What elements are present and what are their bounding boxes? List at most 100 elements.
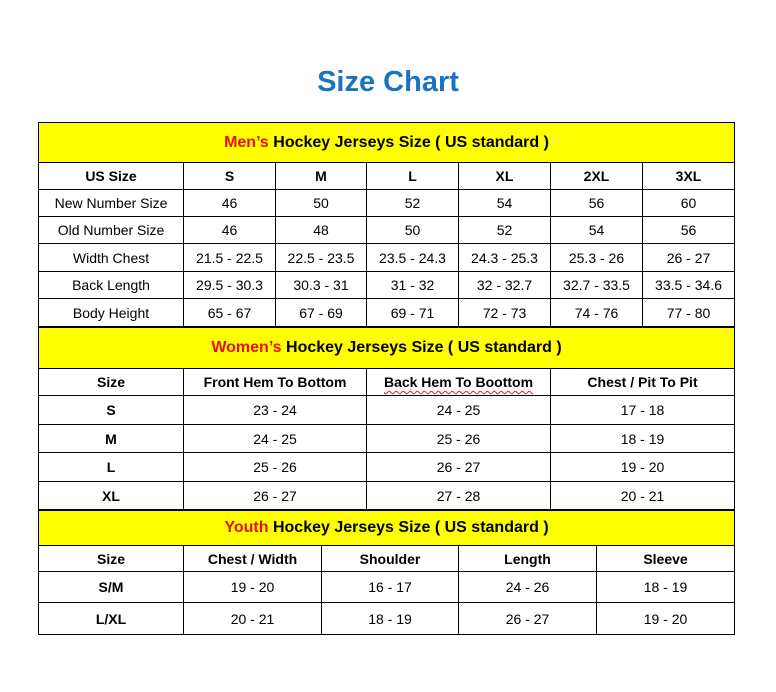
- column-header: Chest / Pit To Pit: [549, 368, 736, 396]
- table-cell: 74 - 76: [550, 298, 643, 327]
- table-cell: 48: [275, 216, 367, 244]
- womens-table: Women’s Hockey Jerseys Size ( US standar…: [37, 327, 736, 510]
- womens-heading-text: Hockey Jerseys Size ( US standard ): [281, 339, 562, 356]
- table-cell: 17 - 18: [549, 395, 736, 425]
- table-cell: 18 - 19: [549, 424, 736, 453]
- column-header: Chest / Width: [183, 545, 322, 572]
- table-cell: 19 - 20: [183, 571, 322, 603]
- table-row: XL 26 - 27 27 - 28 20 - 21: [38, 481, 736, 510]
- table-cell: 56: [641, 216, 736, 244]
- table-cell: 50: [275, 189, 367, 217]
- table-cell: 56: [550, 189, 643, 217]
- table-cell: 23 - 24: [183, 395, 367, 425]
- table-cell: 52: [458, 216, 551, 244]
- table-cell: 46: [183, 189, 276, 217]
- table-cell: 69 - 71: [366, 298, 459, 327]
- column-header-text: Back Hem To Boottom: [383, 374, 534, 390]
- table-cell: 23.5 - 24.3: [366, 243, 459, 272]
- column-header: Front Hem To Bottom: [183, 368, 367, 396]
- column-header: S: [183, 162, 276, 190]
- table-cell: 24 - 25: [366, 395, 551, 425]
- table-cell: 26 - 27: [183, 481, 367, 510]
- row-label: Body Height: [38, 298, 184, 327]
- row-label: L: [38, 452, 184, 482]
- table-cell: 32 - 32.7: [458, 271, 551, 299]
- youth-section-heading: Youth Hockey Jerseys Size ( US standard …: [37, 510, 736, 546]
- table-cell: 31 - 32: [366, 271, 459, 299]
- column-header: 2XL: [550, 162, 643, 190]
- youth-heading-text: Hockey Jerseys Size ( US standard ): [268, 519, 549, 536]
- table-cell: 24 - 26: [458, 571, 597, 603]
- table-cell: 30.3 - 31: [275, 271, 367, 299]
- table-row: M 24 - 25 25 - 26 18 - 19: [38, 424, 736, 453]
- youth-heading-highlight: Youth: [224, 519, 269, 536]
- row-label: Width Chest: [38, 243, 184, 272]
- mens-section-heading: Men’s Hockey Jerseys Size ( US standard …: [37, 122, 736, 163]
- table-cell: 32.7 - 33.5: [550, 271, 643, 299]
- table-row: New Number Size 46 50 52 54 56 60: [38, 189, 736, 217]
- column-header: Shoulder: [321, 545, 459, 572]
- row-label: New Number Size: [38, 189, 184, 217]
- mens-heading-highlight: Men’s: [224, 133, 269, 151]
- table-cell: 24.3 - 25.3: [458, 243, 551, 272]
- table-cell: 19 - 20: [549, 452, 736, 482]
- size-chart: Men’s Hockey Jerseys Size ( US standard …: [37, 122, 736, 635]
- table-row: L/XL 20 - 21 18 - 19 26 - 27 19 - 20: [38, 602, 736, 635]
- table-cell: 46: [183, 216, 276, 244]
- table-cell: 54: [458, 189, 551, 217]
- column-header: Back Hem To Boottom: [366, 368, 551, 396]
- table-row: Body Height 65 - 67 67 - 69 69 - 71 72 - 73 7…: [38, 298, 736, 327]
- table-cell: 67 - 69: [275, 298, 367, 327]
- row-label: S/M: [38, 571, 184, 603]
- table-cell: 27 - 28: [366, 481, 551, 510]
- mens-header-row: US Size S M L XL 2XL 3XL: [38, 162, 736, 190]
- womens-heading-highlight: Women’s: [211, 339, 282, 356]
- column-header: XL: [458, 162, 551, 190]
- table-cell: 19 - 20: [595, 602, 736, 635]
- table-cell: 26 - 27: [458, 602, 597, 635]
- table-row: Back Length 29.5 - 30.3 30.3 - 31 31 - 32 32…: [38, 271, 736, 299]
- table-row: Width Chest 21.5 - 22.5 22.5 - 23.5 23.5 - …: [38, 243, 736, 272]
- row-label: L/XL: [38, 602, 184, 635]
- table-cell: 21.5 - 22.5: [183, 243, 276, 272]
- column-header: M: [275, 162, 367, 190]
- table-cell: 25 - 26: [366, 424, 551, 453]
- table-cell: 20 - 21: [183, 602, 322, 635]
- table-cell: 18 - 19: [321, 602, 459, 635]
- table-cell: 20 - 21: [549, 481, 736, 510]
- column-header: US Size: [38, 162, 184, 190]
- table-cell: 72 - 73: [458, 298, 551, 327]
- column-header: Size: [38, 368, 184, 396]
- column-header: 3XL: [641, 162, 736, 190]
- table-cell: 54: [550, 216, 643, 244]
- table-cell: 24 - 25: [183, 424, 367, 453]
- table-cell: 25.3 - 26: [550, 243, 643, 272]
- table-cell: 33.5 - 34.6: [641, 271, 736, 299]
- table-cell: 65 - 67: [183, 298, 276, 327]
- womens-header-row: Size Front Hem To Bottom Back Hem To Boott…: [38, 368, 736, 396]
- table-cell: 77 - 80: [641, 298, 736, 327]
- table-cell: 25 - 26: [183, 452, 367, 482]
- table-row: S 23 - 24 24 - 25 17 - 18: [38, 395, 736, 425]
- column-header: L: [366, 162, 459, 190]
- table-cell: 22.5 - 23.5: [275, 243, 367, 272]
- row-label: Old Number Size: [38, 216, 184, 244]
- row-label: M: [38, 424, 184, 453]
- table-cell: 60: [641, 189, 736, 217]
- column-header: Sleeve: [595, 545, 736, 572]
- table-cell: 26 - 27: [366, 452, 551, 482]
- column-header: Length: [458, 545, 597, 572]
- youth-header-row: Size Chest / Width Shoulder Length Sleeve: [38, 545, 736, 572]
- column-header: Size: [38, 545, 184, 572]
- youth-table: Youth Hockey Jerseys Size ( US standard …: [37, 510, 736, 635]
- table-cell: 52: [366, 189, 459, 217]
- mens-heading-text: Hockey Jerseys Size ( US standard ): [268, 133, 549, 151]
- table-cell: 16 - 17: [321, 571, 459, 603]
- table-cell: 29.5 - 30.3: [183, 271, 276, 299]
- row-label: Back Length: [38, 271, 184, 299]
- mens-table: Men’s Hockey Jerseys Size ( US standard …: [37, 122, 736, 327]
- table-row: L 25 - 26 26 - 27 19 - 20: [38, 452, 736, 482]
- row-label: XL: [38, 481, 184, 510]
- table-row: S/M 19 - 20 16 - 17 24 - 26 18 - 19: [38, 571, 736, 603]
- row-label: S: [38, 395, 184, 425]
